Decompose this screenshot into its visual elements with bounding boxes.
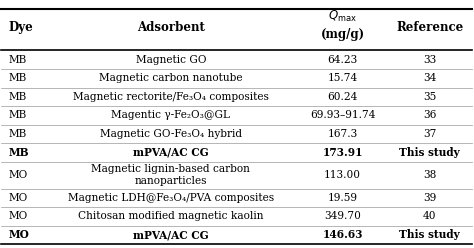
Text: MO: MO <box>9 211 27 221</box>
Text: Magnetic lignin-based carbon
nanoparticles: Magnetic lignin-based carbon nanoparticl… <box>91 164 250 186</box>
Text: Magnetic LDH@Fe₃O₄/PVA composites: Magnetic LDH@Fe₃O₄/PVA composites <box>68 193 274 203</box>
Text: 113.00: 113.00 <box>324 170 361 180</box>
Text: MB: MB <box>9 110 27 120</box>
Text: mPVA/AC CG: mPVA/AC CG <box>133 147 209 158</box>
Text: $Q_{\mathrm{max}}$: $Q_{\mathrm{max}}$ <box>328 8 357 24</box>
Text: 39: 39 <box>423 193 436 203</box>
Text: This study: This study <box>399 147 460 158</box>
Text: MB: MB <box>9 55 27 65</box>
Text: 33: 33 <box>423 55 436 65</box>
Text: MO: MO <box>9 229 29 240</box>
Text: MB: MB <box>9 92 27 102</box>
Text: Dye: Dye <box>9 21 33 34</box>
Text: MB: MB <box>9 73 27 83</box>
Text: MB: MB <box>9 147 29 158</box>
Text: Magnetic GO: Magnetic GO <box>136 55 206 65</box>
Text: 35: 35 <box>423 92 436 102</box>
Text: 349.70: 349.70 <box>324 211 361 221</box>
Text: 146.63: 146.63 <box>322 229 363 240</box>
Text: 36: 36 <box>423 110 437 120</box>
Text: 69.93–91.74: 69.93–91.74 <box>310 110 375 120</box>
Text: Reference: Reference <box>396 21 463 34</box>
Text: 38: 38 <box>423 170 437 180</box>
Text: 19.59: 19.59 <box>328 193 357 203</box>
Text: 173.91: 173.91 <box>322 147 363 158</box>
Text: Adsorbent: Adsorbent <box>137 21 205 34</box>
Text: (mg/g): (mg/g) <box>320 28 365 41</box>
Text: Magnetic carbon nanotube: Magnetic carbon nanotube <box>99 73 243 83</box>
Text: Magentic γ-Fe₂O₃@GL: Magentic γ-Fe₂O₃@GL <box>111 110 230 120</box>
Text: 60.24: 60.24 <box>328 92 358 102</box>
Text: Chitosan modified magnetic kaolin: Chitosan modified magnetic kaolin <box>78 211 264 221</box>
Text: 40: 40 <box>423 211 437 221</box>
Text: MO: MO <box>9 193 27 203</box>
Text: Magnetic rectorite/Fe₃O₄ composites: Magnetic rectorite/Fe₃O₄ composites <box>73 92 269 102</box>
Text: This study: This study <box>399 229 460 240</box>
Text: 34: 34 <box>423 73 437 83</box>
Text: 15.74: 15.74 <box>328 73 358 83</box>
Text: 64.23: 64.23 <box>328 55 358 65</box>
Text: 37: 37 <box>423 129 437 139</box>
Text: MO: MO <box>9 170 27 180</box>
Text: MB: MB <box>9 129 27 139</box>
Text: mPVA/AC CG: mPVA/AC CG <box>133 229 209 240</box>
Text: 167.3: 167.3 <box>328 129 358 139</box>
Text: Magnetic GO-Fe₃O₄ hybrid: Magnetic GO-Fe₃O₄ hybrid <box>100 129 242 139</box>
